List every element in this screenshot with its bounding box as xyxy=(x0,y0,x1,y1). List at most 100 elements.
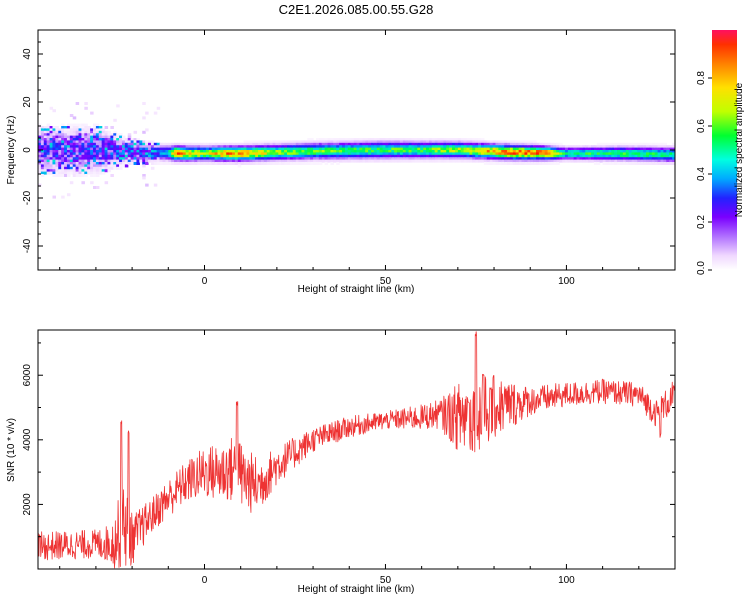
spectrogram-cell xyxy=(72,116,77,120)
spectrogram-cell xyxy=(402,138,407,141)
spectrogram-cell xyxy=(98,169,103,173)
spectrogram-cell xyxy=(559,145,563,149)
spectrogram-cell xyxy=(666,157,670,161)
spectrogram-cell xyxy=(425,150,430,153)
spectrogram-cell xyxy=(284,142,288,146)
spectrogram-cell xyxy=(550,154,554,158)
spectrogram-cell xyxy=(318,142,323,146)
spectrogram-cell xyxy=(440,154,444,158)
spectrogram-cell xyxy=(58,128,62,132)
spectrogram-cell xyxy=(292,157,297,161)
spectrogram-cell xyxy=(646,142,650,146)
spectrogram-cell xyxy=(298,152,303,156)
spectrogram-cell xyxy=(64,166,68,170)
spectrogram-cell xyxy=(87,138,91,141)
spectrogram-cell xyxy=(40,154,45,158)
spectrogram-cell xyxy=(104,126,109,129)
spectrogram-cell xyxy=(46,145,51,149)
spectrogram-cell xyxy=(84,147,88,151)
spectrogram-cell xyxy=(504,159,508,163)
spectrogram-cell xyxy=(142,150,146,153)
spectrogram-cell xyxy=(127,138,132,141)
spectrogram-cell xyxy=(449,142,453,146)
spectrogram-cell xyxy=(359,159,363,163)
spectrogram-cell xyxy=(498,152,502,156)
spectrogram-cell xyxy=(171,150,175,153)
spectrogram-cell xyxy=(512,154,517,158)
spectrogram-cell xyxy=(347,154,352,158)
spectrogram-cell xyxy=(333,145,337,149)
spectrogram-cell xyxy=(437,140,442,144)
spectrogram-cell xyxy=(648,147,653,151)
spectrogram-cell xyxy=(240,147,245,151)
spectrogram-cell xyxy=(90,135,94,139)
spectrogram-cell xyxy=(536,142,540,146)
spectrogram-cell xyxy=(478,142,482,146)
spectrogram-cell xyxy=(258,150,262,153)
spectrogram-cell xyxy=(87,166,91,170)
spectrogram-cell xyxy=(249,142,253,146)
spectrogram-cell xyxy=(104,154,109,158)
spectrogram-cell xyxy=(640,154,644,158)
spectrogram-cell xyxy=(379,154,384,158)
spectrogram-cell xyxy=(637,154,641,158)
spectrogram-cell xyxy=(336,150,340,153)
spectrogram-cell xyxy=(533,152,537,156)
spectrogram-cell xyxy=(98,142,103,146)
spectrogram-cell xyxy=(469,140,473,144)
spectrogram-cell xyxy=(165,154,169,158)
spectrogram-cell xyxy=(142,176,146,180)
spectrogram-cell xyxy=(397,152,401,156)
spectrogram-cell xyxy=(481,150,485,153)
spectrogram-cell xyxy=(40,145,45,149)
spectrogram-cell xyxy=(373,147,378,151)
spectrogram-cell xyxy=(437,138,442,141)
spectrogram-cell xyxy=(428,159,433,163)
spectrogram-cell xyxy=(515,152,520,156)
spectrogram-cell xyxy=(310,142,314,146)
spectrogram-cell xyxy=(176,152,181,156)
spectrogram-cell xyxy=(78,162,83,165)
spectrogram-cell xyxy=(640,162,644,165)
spectrogram-cell xyxy=(585,150,589,153)
spectrogram-cell xyxy=(87,162,91,165)
spectrogram-cell xyxy=(46,171,51,175)
spectrogram-cell xyxy=(203,152,207,156)
spectrogram-cell xyxy=(591,145,595,149)
spectrogram-cell xyxy=(634,159,638,163)
spectrogram-cell xyxy=(648,145,653,149)
spectrogram-cell xyxy=(672,142,675,146)
spectrogram-cell xyxy=(69,140,74,144)
spectrogram-cell xyxy=(399,140,404,144)
spectrogram-cell xyxy=(168,157,172,161)
spectrogram-cell xyxy=(133,142,138,146)
spectrogram-cell xyxy=(538,147,543,151)
spectrogram-cell xyxy=(518,152,523,156)
spectrogram-cell xyxy=(52,162,56,165)
spectrogram-cell xyxy=(165,159,169,163)
spectrogram-cell xyxy=(382,142,387,146)
spectrogram-cell xyxy=(232,154,236,158)
spectrogram-cell xyxy=(472,150,476,153)
spectrogram-cell xyxy=(263,150,268,153)
spectrogram-cell xyxy=(431,157,436,161)
spectrogram-cell xyxy=(353,147,358,151)
spectrogram-cell xyxy=(208,150,213,153)
spectrogram-cell xyxy=(43,145,48,149)
spectrogram-cell xyxy=(466,140,471,144)
spectrogram-cell xyxy=(90,142,94,146)
spectrogram-cell xyxy=(52,152,56,156)
spectrogram-cell xyxy=(431,159,436,163)
spectrogram-cell xyxy=(52,169,56,173)
spectrogram-cell xyxy=(599,157,604,161)
spectrogram-cell xyxy=(524,154,528,158)
spectrogram-cell xyxy=(40,128,45,132)
spectrogram-cell xyxy=(379,152,384,156)
spectrogram-cell xyxy=(142,116,146,120)
spectrogram-cell xyxy=(49,130,54,134)
spectrogram-cell xyxy=(61,169,65,173)
spectrogram-cell xyxy=(452,152,456,156)
spectrogram-cell xyxy=(52,159,56,163)
spectrogram-cell xyxy=(72,152,77,156)
snr-frame xyxy=(37,329,676,570)
